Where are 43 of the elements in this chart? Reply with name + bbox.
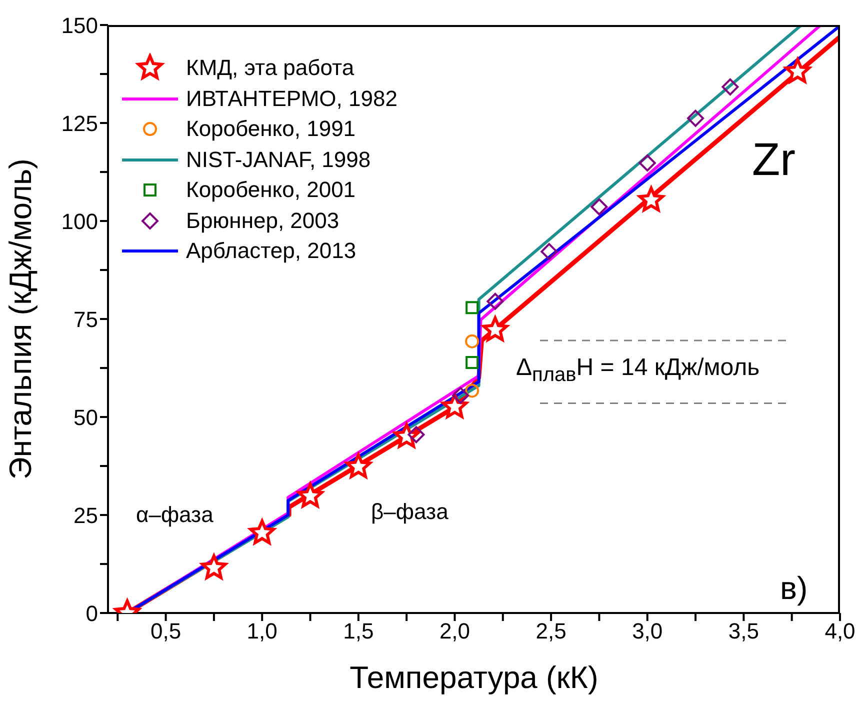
legend-label: Коробенко, 2001: [186, 176, 356, 204]
x-tick-label: 3,0: [632, 618, 663, 644]
y-tick-label: 0: [86, 600, 98, 626]
x-tick-label: 3,5: [728, 618, 759, 644]
annotation: Δ$_{плав}$H = 14 кДж/моль: [516, 354, 760, 387]
x-tick-label: 0,5: [150, 618, 182, 644]
x-tick-label: 4,0: [824, 618, 856, 644]
point: [482, 316, 508, 342]
legend-label: Брюннер, 2003: [186, 206, 340, 235]
y-tick-label: 25: [74, 502, 98, 528]
x-tick-label: 2,5: [536, 618, 566, 644]
annotation: в): [780, 570, 808, 607]
annotation: α–фаза: [136, 502, 214, 528]
x-axis-title: Температура (кК): [350, 660, 598, 695]
point: [486, 292, 504, 310]
point: [590, 198, 608, 216]
point: [466, 356, 479, 370]
point: [687, 110, 704, 127]
point: [442, 393, 468, 418]
y-tick-label: 150: [61, 12, 98, 38]
point: [465, 334, 480, 348]
legend-label: ИВТАНТЕРМО, 1982: [186, 84, 398, 112]
point: [408, 426, 425, 444]
y-axis-title: Энтальпия (кДж/моль): [3, 158, 38, 480]
legend-label: Коробенко, 1991: [186, 115, 356, 143]
annotation: β–фаза: [371, 499, 448, 525]
point: [638, 154, 656, 172]
x-tick-label: 2,0: [439, 618, 470, 644]
point: [722, 78, 739, 96]
point: [465, 384, 480, 398]
point: [466, 301, 479, 314]
point: [452, 386, 470, 404]
y-tick-label: 75: [74, 306, 98, 332]
x-tick-label: 1,0: [246, 618, 278, 644]
y-tick-label: 50: [74, 404, 98, 430]
point: [540, 243, 558, 260]
legend-label: КМД, эта работа: [186, 54, 354, 82]
legend-label: Арбластер, 2013: [186, 237, 356, 265]
annotation: Zr: [752, 132, 796, 186]
y-tick-label: 125: [61, 110, 98, 136]
y-tick-label: 100: [61, 208, 98, 234]
legend-label: NIST-JANAF, 1998: [186, 146, 371, 174]
x-tick-label: 1,5: [343, 618, 374, 644]
